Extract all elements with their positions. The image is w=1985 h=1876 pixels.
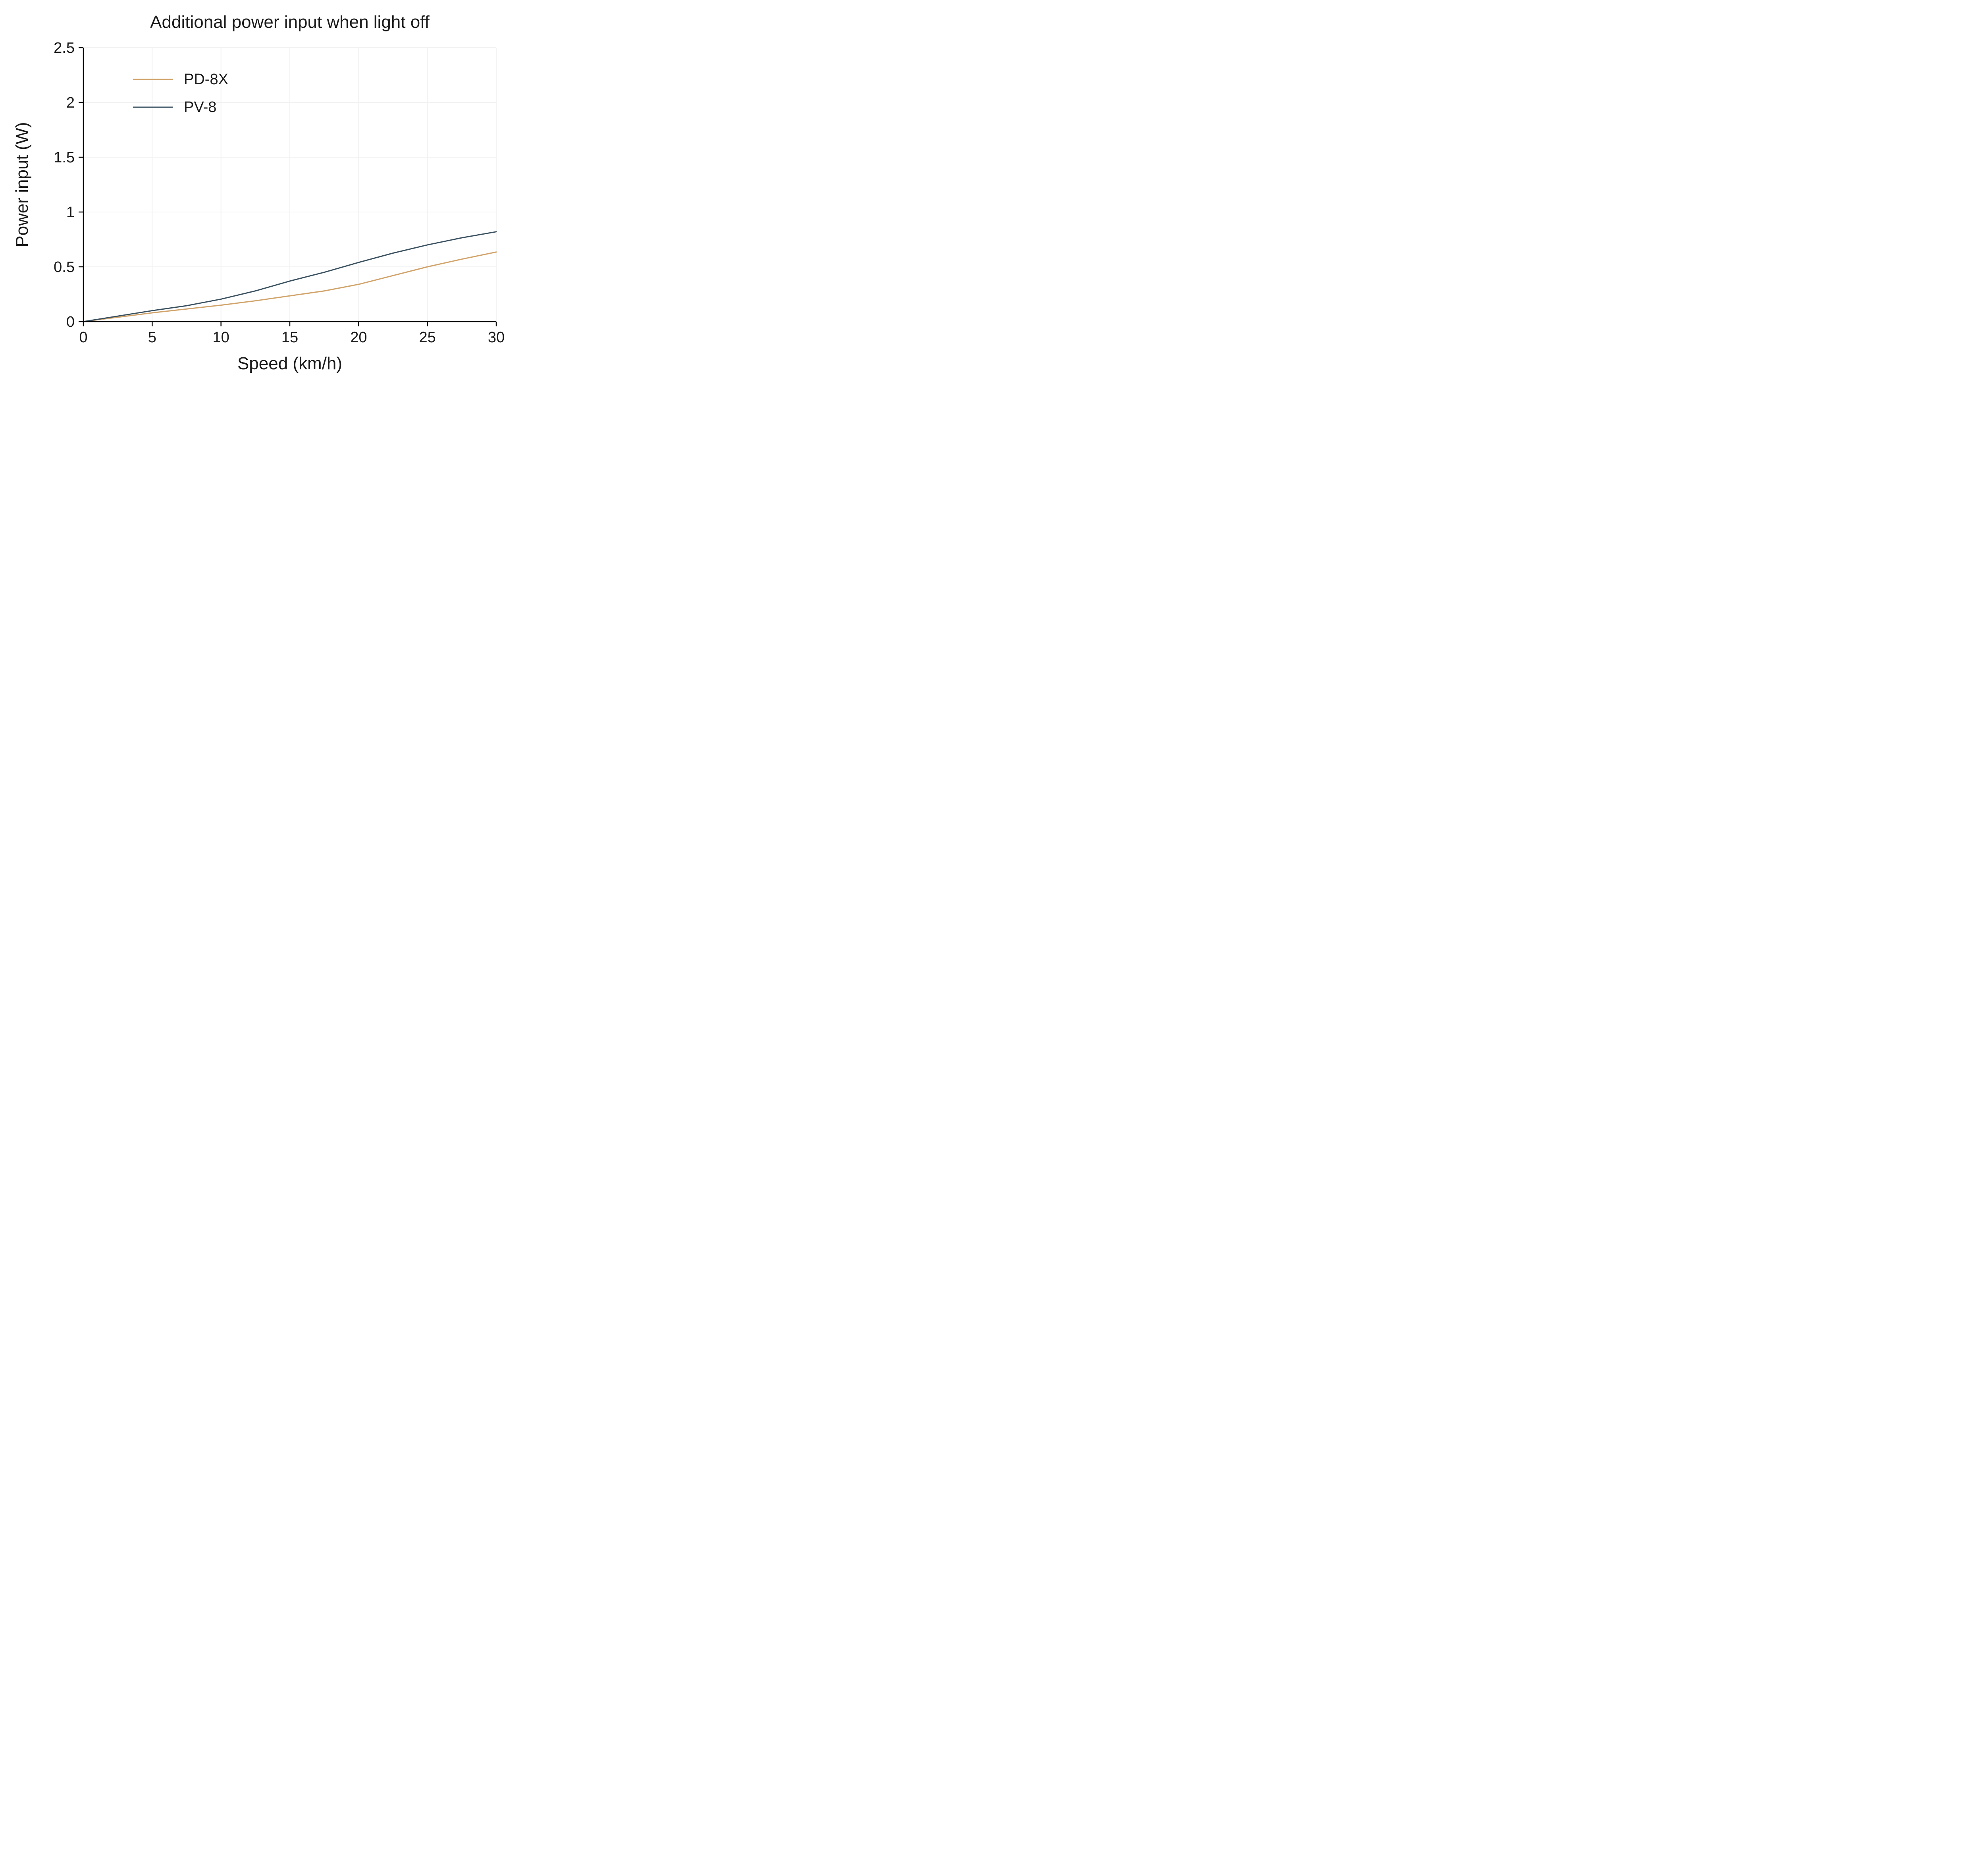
line-chart: 0 5 10 15 20 25 30 0 0.5 1 1.5 2 2.5 Additional power…	[0, 0, 588, 394]
x-tick-label: 15	[281, 329, 298, 346]
y-tick-label: 1.5	[54, 149, 75, 166]
chart-container: 0 5 10 15 20 25 30 0 0.5 1 1.5 2 2.5 Additional power…	[0, 0, 588, 394]
x-tick-label: 10	[213, 329, 229, 346]
x-tick-label: 5	[148, 329, 156, 346]
y-tick-label: 2	[66, 94, 75, 111]
legend-label-PD-8X: PD-8X	[184, 71, 228, 88]
x-tick-label: 30	[488, 329, 505, 346]
x-tick-label: 0	[79, 329, 87, 346]
y-tick-label: 0	[66, 314, 75, 330]
y-axis-label: Power input (W)	[12, 122, 32, 247]
x-tick-label: 20	[350, 329, 367, 346]
legend-label-PV-8: PV-8	[184, 99, 216, 116]
x-axis-label: Speed (km/h)	[237, 354, 342, 373]
x-tick-label: 25	[419, 329, 436, 346]
y-tick-label: 1	[66, 204, 75, 221]
y-tick-label: 0.5	[54, 259, 75, 276]
y-tick-label: 2.5	[54, 40, 75, 56]
chart-title: Additional power input when light off	[150, 12, 430, 32]
